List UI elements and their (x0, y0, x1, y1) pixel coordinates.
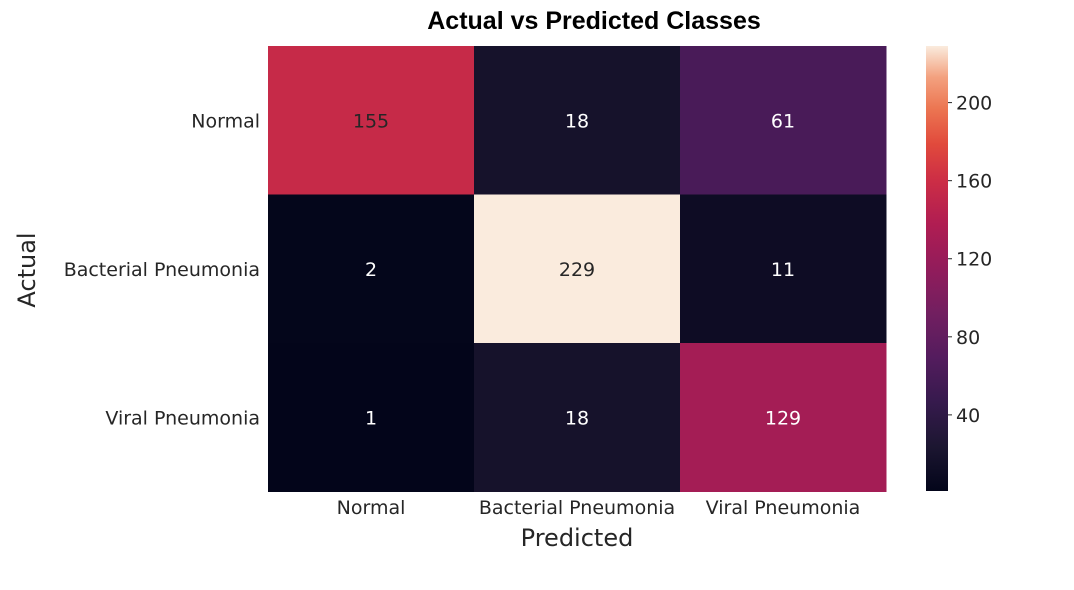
heatmap-cells (268, 46, 887, 492)
colorbar-tick-label: 200 (956, 93, 992, 115)
x-tick-label: Bacterial Pneumonia (479, 497, 675, 519)
x-tick-labels: Normal Bacterial Pneumonia Viral Pneumonia (337, 497, 861, 519)
cell-value-label: 129 (765, 407, 801, 429)
cell-value-label: 229 (559, 259, 595, 281)
cell-value-label: 2 (365, 259, 377, 281)
colorbar-tick-label: 160 (956, 171, 992, 193)
heatmap-cell (680, 343, 887, 492)
heatmap-cell (474, 46, 681, 195)
x-tick-label: Normal (337, 497, 406, 519)
x-axis-label: Predicted (521, 524, 634, 552)
heatmap-cell (680, 194, 887, 344)
cell-value-label: 11 (771, 259, 795, 281)
cell-value-label: 18 (565, 110, 589, 132)
heatmap-cell (268, 343, 475, 492)
cell-value-label: 155 (353, 110, 389, 132)
heatmap-cell (474, 194, 681, 344)
heatmap-cell (268, 194, 475, 344)
x-tick-label: Viral Pneumonia (706, 497, 861, 519)
cell-value-label: 18 (565, 407, 589, 429)
y-tick-label: Normal (191, 110, 260, 132)
chart-title: Actual vs Predicted Classes (427, 7, 761, 35)
colorbar (926, 46, 948, 491)
cell-value-label: 1 (365, 407, 377, 429)
heatmap-cell (680, 46, 887, 195)
colorbar-tick-label: 40 (956, 405, 980, 427)
y-tick-labels: Normal Bacterial Pneumonia Viral Pneumonia (64, 110, 260, 429)
heatmap-cell-labels: 155 18 612 229 111 18 129 (353, 110, 801, 429)
colorbar-tick-labels: 40 80 120 160 200 (948, 93, 992, 427)
colorbar-tick-label: 120 (956, 249, 992, 271)
cell-value-label: 61 (771, 110, 795, 132)
heatmap-cell (268, 46, 475, 195)
y-axis-label: Actual (13, 232, 41, 307)
heatmap-cell (474, 343, 681, 492)
colorbar-tick-label: 80 (956, 327, 980, 349)
y-tick-label: Bacterial Pneumonia (64, 259, 260, 281)
y-tick-label: Viral Pneumonia (105, 407, 260, 429)
